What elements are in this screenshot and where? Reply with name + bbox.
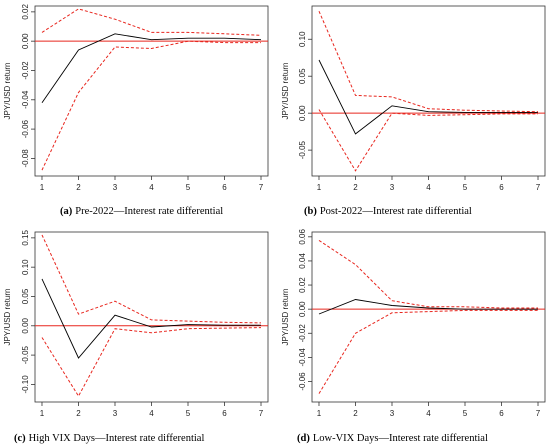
panel-c: 1 2 3 4 5 6 7 -0.10 -0.05 0.00 0.05 0.10 0.15 JPY/USD…	[3, 230, 269, 418]
y-tick-label-a: -0.06	[21, 119, 30, 138]
x-tick-label-d: 2	[353, 409, 358, 418]
y-tick-label-d: 0.06	[298, 228, 307, 244]
x-tick-label-d: 4	[426, 409, 431, 418]
x-tick-label-b: 2	[353, 183, 358, 192]
y-axis-label-a: JPY/USD return	[3, 63, 12, 120]
upper-band-line-c	[41, 234, 262, 324]
y-tick-label-d: -0.06	[298, 372, 307, 391]
x-tick-label-c: 7	[259, 409, 264, 418]
caption-b: (b) Post-2022—Interest rate differential	[304, 206, 472, 217]
caption-d: (d) Low-VIX Days—Interest rate differenti…	[297, 433, 488, 444]
caption-c-text: High VIX Days—Interest rate differential	[29, 433, 205, 444]
y-tick-label-a: 0.00	[21, 33, 30, 49]
y-tick-label-c: 0.05	[21, 288, 30, 304]
response-line-d	[318, 299, 538, 315]
y-axis-label-c: JPY/USD return	[3, 289, 12, 346]
y-tick-label-b: 0.10	[298, 31, 307, 47]
x-tick-label-d: 1	[317, 409, 322, 418]
y-axis-label-d: JPY/USD return	[281, 289, 290, 346]
x-tick-label-a: 3	[113, 183, 118, 192]
lower-band-line-c	[41, 327, 262, 398]
lower-band-line-b	[318, 109, 538, 172]
x-tick-label-c: 3	[113, 409, 118, 418]
plot-frame-c	[34, 231, 269, 403]
y-tick-label-b: -0.05	[298, 140, 307, 159]
caption-c-label: (c)	[14, 433, 26, 444]
upper-band-line-d	[318, 239, 538, 309]
y-tick-label-b: 0.00	[298, 105, 307, 121]
upper-band-line-a	[41, 8, 262, 36]
x-tick-label-b: 3	[390, 183, 395, 192]
x-tick-label-a: 5	[186, 183, 191, 192]
caption-a-label: (a)	[60, 206, 73, 217]
y-tick-label-c: 0.00	[21, 317, 30, 333]
upper-band-line-b	[318, 11, 539, 113]
y-tick-label-c: -0.10	[21, 375, 30, 394]
x-tick-label-d: 5	[463, 409, 468, 418]
x-tick-label-b: 1	[317, 183, 322, 192]
x-tick-label-d: 7	[536, 409, 541, 418]
y-tick-label-a: -0.08	[21, 149, 30, 168]
x-tick-label-c: 6	[222, 409, 227, 418]
x-tick-label-d: 6	[499, 409, 504, 418]
lower-band-line-a	[41, 40, 261, 171]
caption-d-label: (d)	[297, 433, 310, 444]
x-tick-label-c: 1	[40, 409, 45, 418]
y-tick-label-b: 0.05	[298, 68, 307, 84]
response-line-a	[41, 33, 262, 103]
y-tick-label-c: -0.05	[21, 345, 30, 364]
x-tick-label-a: 6	[222, 183, 227, 192]
panel-b: 1 2 3 4 5 6 7 -0.05 0.00 0.05 0.10 JPY/USD return	[281, 5, 546, 192]
plot-frame-b	[311, 5, 546, 177]
caption-d-text: Low-VIX Days—Interest rate differential	[313, 433, 488, 444]
panel-d: 1 2 3 4 5 6 7 -0.06 -0.04 -0.02 0.00 0.02 0.04 0.06 JP…	[281, 228, 546, 418]
x-tick-label-b: 7	[536, 183, 541, 192]
y-tick-label-d: 0.02	[298, 277, 307, 293]
x-tick-label-a: 7	[259, 183, 264, 192]
response-line-b	[318, 59, 538, 135]
caption-a-text: Pre-2022—Interest rate differential	[75, 206, 223, 217]
caption-a: (a) Pre-2022—Interest rate differential	[60, 206, 223, 217]
x-tick-label-c: 2	[76, 409, 81, 418]
y-tick-label-d: 0.00	[298, 301, 307, 317]
y-tick-label-d: 0.04	[298, 253, 307, 269]
y-tick-label-a: -0.02	[21, 61, 30, 80]
panel-a: 1 2 3 4 5 6 7 -0.08 -0.06 -0.04 -0.02 0.00 0.02 JPY/U…	[3, 4, 269, 192]
caption-b-label: (b)	[304, 206, 317, 217]
response-line-c	[41, 278, 261, 359]
y-axis-label-b: JPY/USD return	[281, 63, 290, 120]
plot-frame-a	[34, 5, 269, 177]
x-tick-label-a: 2	[76, 183, 81, 192]
caption-c: (c) High VIX Days—Interest rate different…	[14, 433, 204, 444]
x-tick-label-a: 1	[40, 183, 45, 192]
y-tick-label-c: 0.15	[21, 230, 30, 246]
x-tick-label-c: 5	[186, 409, 191, 418]
x-tick-label-b: 5	[463, 183, 468, 192]
x-tick-label-b: 6	[499, 183, 504, 192]
y-tick-label-a: 0.02	[21, 4, 30, 20]
caption-b-text: Post-2022—Interest rate differential	[320, 206, 472, 217]
x-tick-label-b: 4	[426, 183, 431, 192]
y-tick-label-d: -0.02	[298, 324, 307, 343]
lower-band-line-d	[318, 309, 538, 394]
y-tick-label-a: -0.04	[21, 90, 30, 109]
y-tick-label-c: 0.10	[21, 259, 30, 275]
x-tick-label-d: 3	[390, 409, 395, 418]
y-tick-label-d: -0.04	[298, 348, 307, 367]
x-tick-label-a: 4	[149, 183, 154, 192]
plot-frame-d	[311, 231, 546, 403]
x-tick-label-c: 4	[149, 409, 154, 418]
